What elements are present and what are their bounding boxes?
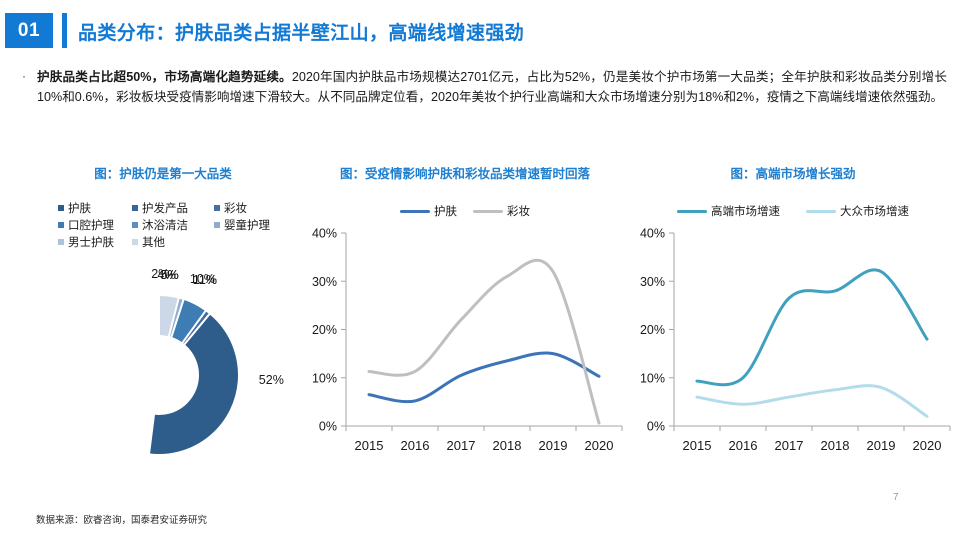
legend-label: 沐浴清洁: [142, 219, 188, 232]
legend-line-icon: [400, 209, 430, 213]
legend-item-makeup: 彩妆: [214, 200, 247, 216]
legend-item-premium-line: 高端市场增速: [677, 203, 780, 219]
y-axis-tick-label: 10%: [312, 371, 337, 385]
x-axis-tick-label: 2017: [775, 438, 804, 453]
line-series-彩妆: [367, 258, 601, 425]
legend-item-makeup-line: 彩妆: [473, 203, 530, 219]
legend-label: 护发产品: [142, 202, 188, 215]
legend-swatch-icon: [58, 221, 64, 228]
legend-item-menscare: 男士护肤: [58, 234, 132, 250]
legend-item-babycare: 婴童护理: [214, 217, 270, 233]
panel-premium-growth: 图：高端市场增长强劲 高端市场增速 大众市场增速 0% 10% 20% 30% 40% 2…: [628, 163, 958, 483]
header-accent-bar: [62, 13, 67, 48]
slide-header: 01 品类分布：护肤品类占据半壁江山，高端线增速强劲: [0, 0, 959, 60]
data-source-note: 数据来源：欧睿咨询，国泰君安证券研究: [36, 515, 208, 526]
y-axis-tick-label: 40%: [640, 227, 665, 241]
x-axis-tick-label: 2017: [447, 438, 476, 453]
line-series-高端市场增速: [695, 268, 929, 387]
legend-row: 口腔护理 沐浴清洁 婴童护理: [58, 216, 308, 233]
legend-swatch-icon: [132, 204, 138, 211]
legend-line-icon: [677, 209, 707, 213]
legend-line-icon: [806, 209, 836, 213]
panel-title-middle: 图：受疫情影响护肤和彩妆品类增速暂时回落: [339, 167, 590, 181]
legend-label: 护肤: [68, 202, 91, 215]
x-axis-tick-label: 2018: [821, 438, 850, 453]
legend-label: 其他: [142, 236, 165, 249]
x-axis-tick-label: 2020: [585, 438, 614, 453]
page-number: 7: [893, 492, 899, 503]
body-lead-bold: 护肤品类占比超50%，市场高端化趋势延续。: [37, 70, 292, 84]
legend-label: 大众市场增速: [840, 206, 909, 218]
panel-category-share: 图：护肤仍是第一大品类 护肤 护发产品 彩妆 口腔护: [18, 163, 308, 483]
legend-swatch-icon: [214, 221, 220, 228]
x-axis-tick-label: 2019: [867, 438, 896, 453]
donut-chart: [147, 293, 240, 456]
legend-label: 男士护肤: [68, 236, 114, 249]
donut-slice: [158, 293, 181, 339]
x-axis-tick-label: 2016: [729, 438, 758, 453]
donut-legend: 护肤 护发产品 彩妆 口腔护理 沐浴清洁: [58, 199, 308, 250]
legend-row: 护肤 护发产品 彩妆: [58, 199, 308, 216]
legend-label: 高端市场增速: [711, 206, 780, 218]
body-text: 2020年国内护肤品市场规模达2701亿元，占比为52%，仍是美妆个护市场第一大…: [37, 70, 947, 104]
legend-swatch-icon: [132, 238, 138, 245]
y-axis-tick-label: 20%: [640, 323, 665, 337]
legend-swatch-icon: [132, 221, 138, 228]
legend-item-skincare: 护肤: [58, 200, 132, 216]
legend-row: 男士护肤 其他: [58, 233, 308, 250]
legend-swatch-icon: [214, 204, 220, 211]
legend-item-oralcare: 口腔护理: [58, 217, 132, 233]
legend-label: 护肤: [434, 206, 457, 218]
legend-swatch-icon: [58, 204, 64, 211]
line-series-大众市场增速: [695, 384, 929, 418]
legend-item-bathcare: 沐浴清洁: [132, 217, 214, 233]
legend-item-mass-line: 大众市场增速: [806, 203, 909, 219]
x-axis-tick-label: 2015: [355, 438, 384, 453]
body-paragraph: 护肤品类占比超50%，市场高端化趋势延续。2020年国内护肤品市场规模达2701…: [37, 68, 947, 107]
y-axis-tick-label: 30%: [312, 275, 337, 289]
legend-line-icon: [473, 209, 503, 213]
x-axis-tick-label: 2020: [913, 438, 942, 453]
line-series-护肤: [367, 351, 601, 404]
panel-growth-trend: 图：受疫情影响护肤和彩妆品类增速暂时回落 护肤 彩妆 0% 10% 20% 30% 40…: [300, 163, 630, 483]
line-legend-right: 高端市场增速 大众市场增速: [628, 203, 958, 219]
legend-swatch-icon: [58, 238, 64, 245]
legend-label: 彩妆: [224, 202, 247, 215]
legend-label: 口腔护理: [68, 219, 114, 232]
page-title: 品类分布：护肤品类占据半壁江山，高端线增速强劲: [78, 22, 525, 44]
legend-item-skincare-line: 护肤: [400, 203, 457, 219]
legend-label: 彩妆: [507, 206, 530, 218]
legend-item-haircare: 护发产品: [132, 200, 214, 216]
x-axis-tick-label: 2019: [539, 438, 568, 453]
y-axis-tick-label: 20%: [312, 323, 337, 337]
panel-title-right: 图：高端市场增长强劲: [730, 167, 856, 181]
x-axis-tick-label: 2018: [493, 438, 522, 453]
section-number-badge: 01: [5, 13, 53, 48]
bullet-marker: ·: [22, 69, 26, 83]
y-axis-tick-label: 40%: [312, 227, 337, 241]
line-legend-middle: 护肤 彩妆: [300, 203, 630, 219]
y-axis-tick-label: 0%: [647, 420, 665, 434]
line-chart-middle: 0% 10% 20% 30% 40% 2015 2016 2017 2018 2019 2020: [312, 227, 623, 453]
y-axis-tick-label: 10%: [640, 371, 665, 385]
legend-label: 婴童护理: [224, 219, 270, 232]
x-axis-tick-label: 2015: [683, 438, 712, 453]
line-chart-right: 0% 10% 20% 30% 40% 2015 2016 2017 2018 2019 2020: [640, 227, 951, 453]
x-axis-tick-label: 2016: [401, 438, 430, 453]
panel-title-left: 图：护肤仍是第一大品类: [94, 167, 232, 181]
y-axis-tick-label: 0%: [319, 420, 337, 434]
legend-item-other: 其他: [132, 234, 165, 250]
y-axis-tick-label: 30%: [640, 275, 665, 289]
